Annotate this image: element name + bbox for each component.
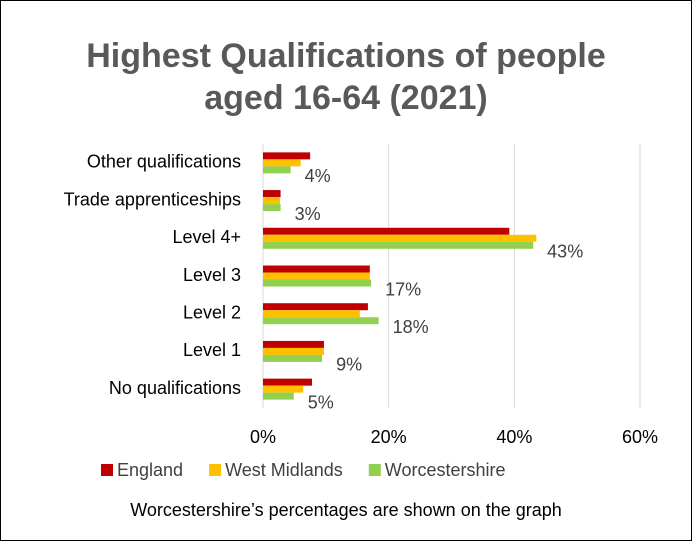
- x-tick-label: 60%: [622, 427, 658, 447]
- data-label: 17%: [385, 279, 421, 299]
- y-tick-label: Level 1: [183, 340, 241, 360]
- y-tick-label: Other qualifications: [87, 152, 241, 172]
- bar: [263, 159, 301, 167]
- legend-swatch: [368, 464, 381, 476]
- y-tick-label: Level 4+: [172, 227, 241, 247]
- bar: [263, 303, 368, 311]
- bar: [263, 152, 311, 160]
- x-tick-label: 40%: [496, 427, 532, 447]
- bar: [263, 241, 534, 249]
- data-label: 9%: [336, 355, 362, 375]
- bar: [263, 197, 280, 205]
- y-tick-label: Trade apprenticeships: [64, 189, 241, 209]
- bar: [263, 227, 510, 235]
- footnote: Worcestershire’s percentages are shown o…: [130, 500, 562, 520]
- x-tick-label: 20%: [371, 427, 407, 447]
- bar: [263, 354, 323, 362]
- bar: [263, 310, 360, 318]
- legend-label: West Midlands: [225, 460, 343, 480]
- data-label: 5%: [308, 392, 334, 412]
- bar: [263, 392, 294, 400]
- chart-title: Highest Qualifications of people aged 16…: [86, 37, 606, 117]
- bar: [263, 340, 324, 348]
- legend-label: England: [117, 460, 183, 480]
- bar: [263, 204, 281, 212]
- bar: [263, 317, 379, 325]
- legend-swatch: [209, 464, 222, 476]
- bar: [263, 279, 372, 287]
- x-tick-label: 0%: [250, 427, 276, 447]
- bar: [263, 385, 304, 393]
- legend-swatch: [101, 464, 113, 476]
- y-tick-label: Level 2: [183, 302, 241, 322]
- data-label: 3%: [295, 204, 321, 224]
- bar: [263, 166, 291, 174]
- bar: [263, 272, 370, 280]
- data-label: 18%: [393, 317, 429, 337]
- legend-label: Worcestershire: [385, 460, 506, 480]
- bar: [263, 234, 537, 242]
- bar: [263, 265, 370, 273]
- bar: [263, 347, 324, 355]
- data-label: 43%: [547, 242, 583, 262]
- y-tick-label: Level 3: [183, 265, 241, 285]
- data-label: 4%: [305, 166, 331, 186]
- bar: [263, 378, 313, 386]
- bar: [263, 190, 281, 198]
- y-tick-label: No qualifications: [109, 378, 241, 398]
